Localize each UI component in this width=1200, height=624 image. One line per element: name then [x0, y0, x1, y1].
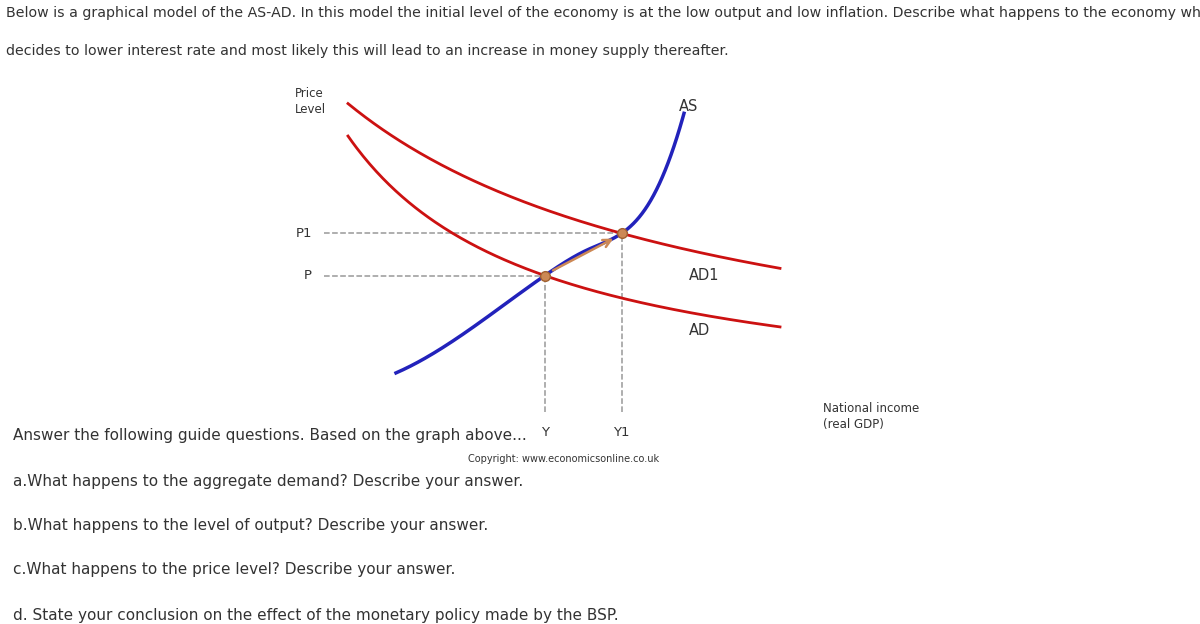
Text: National income
(real GDP): National income (real GDP): [823, 402, 919, 431]
Text: Copyright: www.economicsonline.co.uk: Copyright: www.economicsonline.co.uk: [468, 454, 660, 464]
Text: Price
Level: Price Level: [295, 87, 326, 116]
Text: Below is a graphical model of the AS-AD. In this model the initial level of the : Below is a graphical model of the AS-AD.…: [6, 6, 1200, 20]
Text: AS: AS: [679, 99, 698, 114]
Text: AD: AD: [689, 323, 710, 338]
Text: d. State your conclusion on the effect of the monetary policy made by the BSP.: d. State your conclusion on the effect o…: [13, 608, 618, 623]
Text: Answer the following guide questions. Based on the graph above...: Answer the following guide questions. Ba…: [13, 428, 527, 443]
Text: b.What happens to the level of output? Describe your answer.: b.What happens to the level of output? D…: [13, 518, 488, 533]
Text: c.What happens to the price level? Describe your answer.: c.What happens to the price level? Descr…: [13, 562, 455, 577]
Text: Y: Y: [541, 426, 548, 439]
Text: AD1: AD1: [689, 268, 719, 283]
Text: Y1: Y1: [613, 426, 630, 439]
Text: a.What happens to the aggregate demand? Describe your answer.: a.What happens to the aggregate demand? …: [13, 474, 523, 489]
Text: P: P: [304, 269, 312, 282]
Text: P1: P1: [295, 227, 312, 240]
Text: decides to lower interest rate and most likely this will lead to an increase in : decides to lower interest rate and most …: [6, 44, 728, 58]
